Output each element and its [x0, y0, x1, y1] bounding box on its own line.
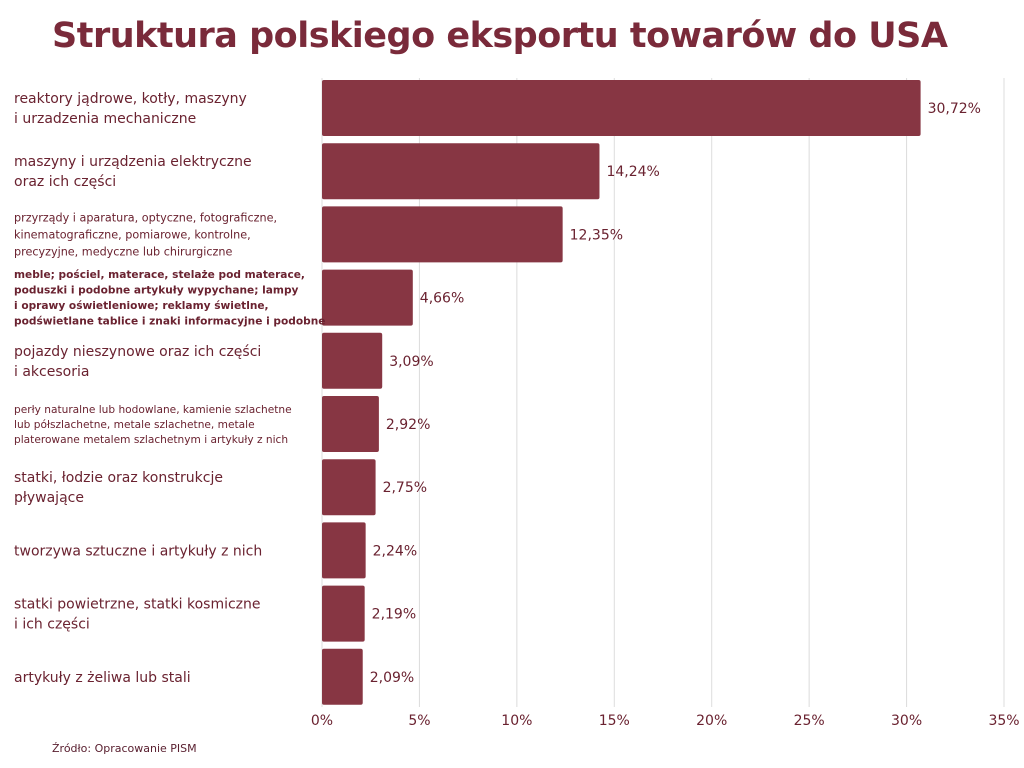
bar: [322, 80, 921, 136]
category-label: artykuły z żeliwa lub stali: [14, 670, 191, 686]
data-label: 12,35%: [570, 227, 623, 243]
category-label: statki powietrzne, statki kosmiczne i ich…: [14, 597, 261, 633]
category-label: statki, łodzie oraz konstrukcje pływające: [14, 470, 223, 506]
x-tick-label: 20%: [696, 713, 727, 729]
data-label: 4,66%: [420, 291, 464, 307]
data-label: 3,09%: [389, 354, 433, 370]
data-label: 30,72%: [928, 101, 981, 117]
data-label: 2,92%: [386, 417, 430, 433]
category-label: meble; pościel, materace, stelaże pod ma…: [14, 269, 325, 328]
bar: [322, 585, 365, 642]
data-label: 2,75%: [383, 480, 427, 496]
source-note: Źródło: Opracowanie PISM: [52, 742, 197, 755]
category-label: reaktory jądrowe, kotły, maszyny i urzadz…: [14, 91, 247, 127]
x-tick-label: 10%: [501, 713, 532, 729]
chart-title: Struktura polskiego eksportu towarów do …: [52, 16, 948, 56]
category-label: przyrządy i aparatura, optyczne, fotogra…: [14, 211, 277, 258]
data-label: 2,24%: [373, 543, 417, 559]
category-label: perły naturalne lub hodowlane, kamienie …: [14, 404, 292, 446]
x-tick-label: 0%: [311, 713, 333, 729]
category-label: tworzywa sztuczne i artykuły z nich: [14, 543, 262, 559]
bar: [322, 206, 563, 263]
x-tick-label: 25%: [794, 713, 825, 729]
data-label: 14,24%: [606, 164, 659, 180]
bar: [322, 396, 379, 452]
bar: [322, 143, 600, 200]
category-label: pojazdy nieszynowe oraz ich części i akce…: [14, 344, 261, 380]
bar: [322, 522, 366, 579]
bar: [322, 332, 383, 389]
x-tick-label: 30%: [891, 713, 922, 729]
category-label: maszyny i urządzenia elektryczne oraz ich…: [14, 154, 252, 190]
data-label: 2,19%: [372, 607, 416, 623]
bar: [322, 648, 363, 705]
x-tick-label: 35%: [988, 713, 1019, 729]
x-tick-label: 5%: [408, 713, 430, 729]
bar: [322, 459, 376, 516]
bar: [322, 269, 413, 326]
x-tick-label: 15%: [599, 713, 630, 729]
data-label: 2,09%: [370, 670, 414, 686]
